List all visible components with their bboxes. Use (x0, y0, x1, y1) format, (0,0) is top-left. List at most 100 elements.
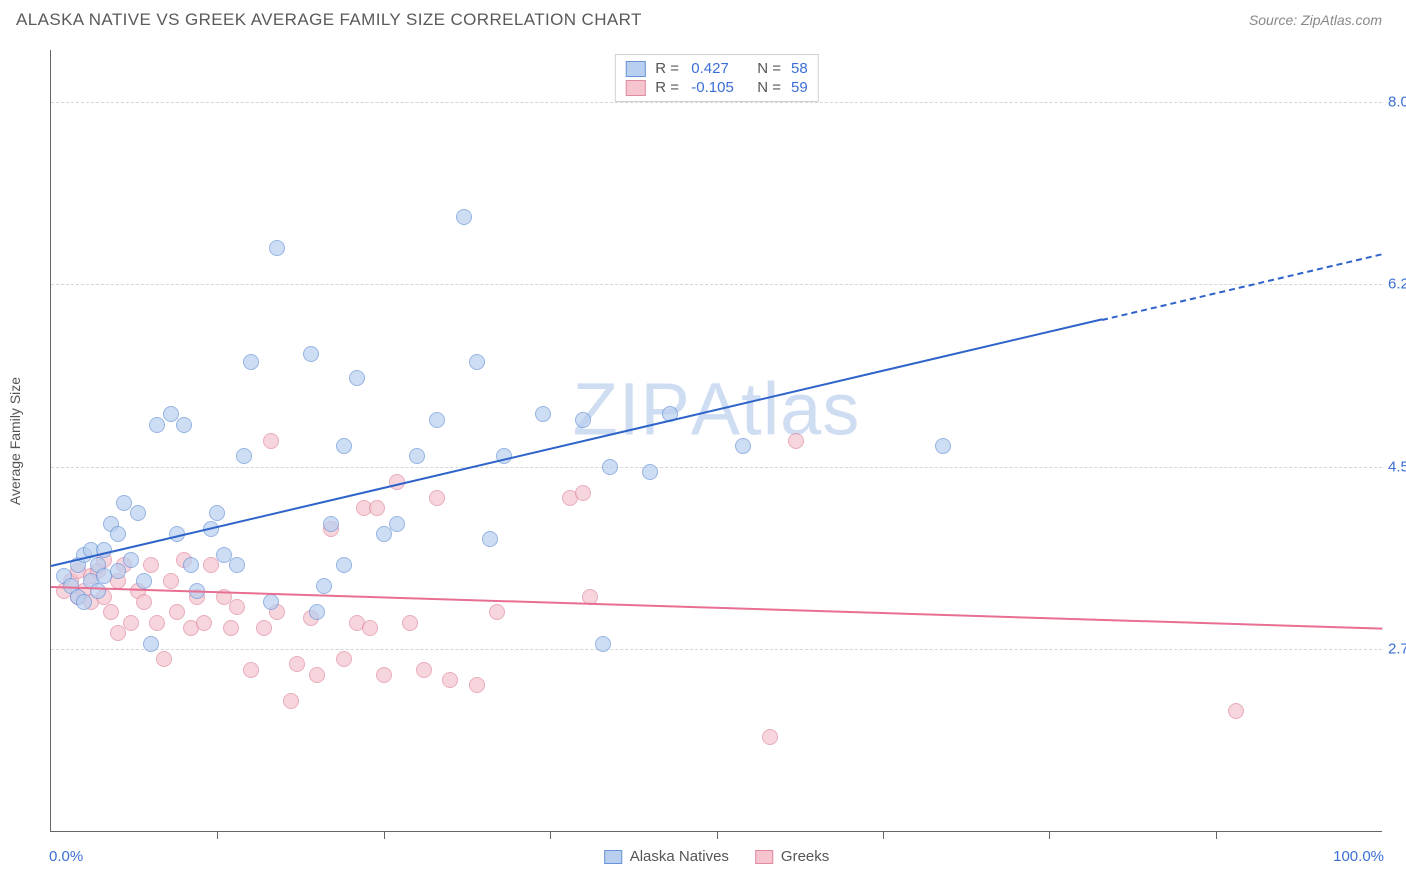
data-point (762, 729, 778, 745)
data-point (309, 667, 325, 683)
x-tick (883, 831, 884, 839)
legend-label-blue: Alaska Natives (630, 848, 729, 865)
data-point (535, 406, 551, 422)
data-point (336, 438, 352, 454)
data-point (103, 604, 119, 620)
data-point (156, 651, 172, 667)
data-point (110, 563, 126, 579)
n-value-blue: 58 (791, 60, 808, 77)
data-point (163, 573, 179, 589)
data-point (183, 557, 199, 573)
data-point (602, 459, 618, 475)
data-point (442, 672, 458, 688)
n-label: N = (757, 60, 781, 77)
data-point (76, 594, 92, 610)
y-axis-label: Average Family Size (7, 376, 23, 504)
x-tick (1049, 831, 1050, 839)
data-point (489, 604, 505, 620)
r-value-pink: -0.105 (691, 79, 747, 96)
swatch-pink (755, 850, 773, 864)
legend-label-pink: Greeks (781, 848, 829, 865)
data-point (575, 485, 591, 501)
data-point (256, 620, 272, 636)
legend-item-blue: Alaska Natives (604, 848, 729, 865)
data-point (149, 615, 165, 631)
gridline-h (51, 467, 1382, 468)
data-point (169, 604, 185, 620)
data-point (469, 354, 485, 370)
r-label: R = (655, 79, 681, 96)
correlation-legend: R = 0.427 N = 58 R = -0.105 N = 59 (614, 54, 818, 102)
data-point (123, 552, 139, 568)
data-point (575, 412, 591, 428)
data-point (143, 636, 159, 652)
data-point (136, 573, 152, 589)
data-point (788, 433, 804, 449)
data-point (389, 516, 405, 532)
data-point (323, 516, 339, 532)
data-point (482, 531, 498, 547)
x-axis-min-label: 0.0% (49, 848, 83, 865)
y-tick-label: 8.00 (1388, 94, 1406, 111)
x-tick (217, 831, 218, 839)
data-point (263, 594, 279, 610)
data-point (376, 667, 392, 683)
legend-row-pink: R = -0.105 N = 59 (625, 78, 807, 97)
plot-region: ZIPAtlas Average Family Size R = 0.427 N… (50, 50, 1382, 832)
data-point (429, 412, 445, 428)
gridline-h (51, 284, 1382, 285)
data-point (130, 505, 146, 521)
n-label: N = (757, 79, 781, 96)
data-point (123, 615, 139, 631)
r-value-blue: 0.427 (691, 60, 747, 77)
data-point (143, 557, 159, 573)
n-value-pink: 59 (791, 79, 808, 96)
swatch-blue (625, 61, 645, 77)
data-point (429, 490, 445, 506)
data-point (243, 354, 259, 370)
data-point (196, 615, 212, 631)
data-point (595, 636, 611, 652)
data-point (263, 433, 279, 449)
data-point (223, 620, 239, 636)
data-point (642, 464, 658, 480)
x-tick (717, 831, 718, 839)
data-point (336, 557, 352, 573)
data-point (209, 505, 225, 521)
data-point (935, 438, 951, 454)
data-point (416, 662, 432, 678)
y-tick-label: 2.75 (1388, 640, 1406, 657)
data-point (376, 526, 392, 542)
data-point (136, 594, 152, 610)
x-tick (550, 831, 551, 839)
data-point (289, 656, 305, 672)
data-point (203, 557, 219, 573)
chart-title: ALASKA NATIVE VS GREEK AVERAGE FAMILY SI… (16, 10, 642, 30)
x-tick (1216, 831, 1217, 839)
data-point (243, 662, 259, 678)
data-point (409, 448, 425, 464)
data-point (283, 693, 299, 709)
data-point (269, 240, 285, 256)
data-point (369, 500, 385, 516)
gridline-h (51, 649, 1382, 650)
data-point (236, 448, 252, 464)
r-label: R = (655, 60, 681, 77)
swatch-pink (625, 80, 645, 96)
data-point (303, 346, 319, 362)
data-point (316, 578, 332, 594)
data-point (309, 604, 325, 620)
chart-area: ZIPAtlas Average Family Size R = 0.427 N… (50, 50, 1382, 832)
data-point (735, 438, 751, 454)
data-point (349, 370, 365, 386)
data-point (110, 526, 126, 542)
y-tick-label: 6.25 (1388, 276, 1406, 293)
trend-line-dashed (1102, 253, 1382, 321)
trend-line (51, 586, 1382, 630)
data-point (149, 417, 165, 433)
source-attribution: Source: ZipAtlas.com (1249, 12, 1382, 28)
data-point (110, 625, 126, 641)
legend-item-pink: Greeks (755, 848, 829, 865)
x-tick (384, 831, 385, 839)
gridline-h (51, 102, 1382, 103)
